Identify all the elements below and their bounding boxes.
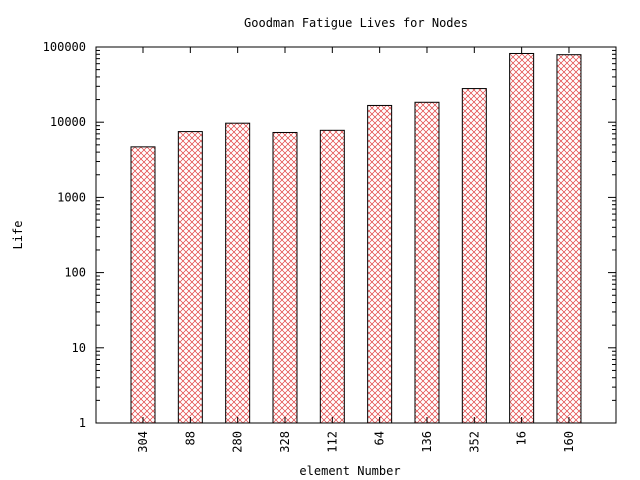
bar-16 [509, 52, 535, 424]
x-tick-label: 328 [278, 431, 292, 453]
y-axis-label: Life [11, 221, 25, 250]
bar-88 [177, 131, 203, 424]
bar-64 [367, 104, 393, 424]
x-tick-label: 88 [183, 431, 197, 445]
x-tick-label: 64 [373, 431, 387, 445]
x-tick-label: 160 [562, 431, 576, 453]
plot-area-frame [95, 46, 617, 424]
bar-136 [414, 101, 440, 424]
x-ticks-group: 304 88 280 328 112 64 136 352 16 160 [136, 47, 576, 453]
x-tick-label: 112 [325, 431, 339, 453]
y-tick-label: 10000 [50, 115, 86, 129]
y-tick-label: 10 [72, 341, 86, 355]
x-tick-label: 304 [136, 431, 150, 453]
y-tick-label: 1 [79, 416, 86, 430]
bar-304 [130, 146, 156, 424]
chart-title: Goodman Fatigue Lives for Nodes [244, 16, 468, 30]
bar-160 [556, 54, 582, 424]
y-ticks-group: 1 10 100 1000 10000 100000 [43, 40, 616, 430]
x-tick-label: 136 [420, 431, 434, 453]
y-tick-label: 100 [64, 266, 86, 280]
bar-280 [225, 122, 251, 424]
y-tick-label: 100000 [43, 40, 86, 54]
bar-112 [319, 129, 345, 424]
y-tick-label: 1000 [57, 190, 86, 204]
x-axis-label: element Number [299, 464, 400, 478]
x-tick-label: 280 [231, 431, 245, 453]
bar-328 [272, 131, 298, 424]
x-tick-label: 16 [515, 431, 529, 445]
x-tick-label: 352 [467, 431, 481, 453]
bars-group [130, 52, 582, 424]
bar-352 [461, 88, 487, 424]
